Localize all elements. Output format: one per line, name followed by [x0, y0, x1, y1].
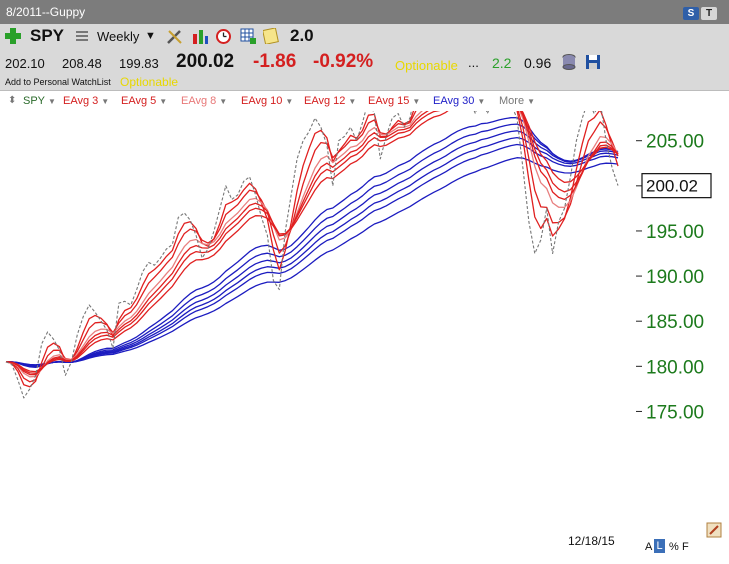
study-label: EAvg 8 [181, 95, 217, 107]
short-ema-line [5, 111, 619, 376]
chart-date: 12/18/15 [568, 534, 615, 548]
database-icon[interactable] [562, 54, 576, 70]
chevron-down-icon[interactable]: ▼ [159, 97, 168, 106]
last-price: 200.02 [176, 51, 235, 72]
chart-footer: 12/18/15 A L % F [0, 520, 729, 564]
study-label: EAvg 12 [304, 95, 346, 107]
long-ema-line [5, 130, 619, 367]
add-symbol-icon[interactable] [5, 28, 21, 44]
study-eavg-15[interactable]: EAvg 15 ▼ [368, 95, 420, 107]
study-eavg-3[interactable]: EAvg 3 ▼ [63, 95, 109, 107]
secondary-value: 0.96 [524, 55, 552, 71]
t-button[interactable]: T [701, 7, 717, 20]
chevron-down-icon[interactable]: ▼ [348, 97, 357, 106]
study-bar: ⬍ SPY ▼ EAvg 3 ▼ EAvg 5 ▼ EAvg 8 ▼ EAvg 10 ▼ … [0, 91, 729, 111]
study-label: EAvg 10 [241, 95, 283, 107]
study-label: More [499, 95, 525, 107]
study-eavg-10[interactable]: EAvg 10 ▼ [241, 95, 293, 107]
bar-chart-icon[interactable] [192, 28, 209, 44]
short-ema-line [5, 111, 619, 378]
note-icon[interactable] [263, 28, 280, 44]
window-title: 8/2011--Guppy [6, 5, 86, 19]
y-tick-label: 175.00 [646, 402, 704, 423]
long-ema-line [5, 136, 619, 367]
short-ema-line [5, 111, 619, 374]
symbol[interactable]: SPY [30, 26, 65, 45]
price-chart[interactable]: 210.00205.00200.00195.00190.00185.00180.… [0, 111, 729, 520]
period-select[interactable]: Weekly [97, 29, 140, 44]
y-tick-label: 205.00 [646, 132, 704, 153]
percent-button[interactable]: % [669, 541, 679, 553]
s-button[interactable]: S [683, 7, 699, 20]
plot-area [5, 111, 619, 399]
high-price: 208.48 [62, 56, 102, 71]
long-ema-line [5, 123, 619, 368]
l-button[interactable]: L [654, 539, 665, 553]
long-ema-line [5, 143, 619, 367]
last-price-label: 200.02 [646, 177, 698, 196]
long-ema-line [5, 157, 619, 366]
grid-add-icon[interactable] [240, 28, 257, 44]
short-ema-line [5, 111, 619, 373]
chevron-down-icon[interactable]: ▼ [477, 97, 486, 106]
study-label: EAvg 5 [121, 95, 157, 107]
chevron-down-icon[interactable]: ▼ [285, 97, 294, 106]
ratio-value: 2.2 [492, 55, 512, 71]
edit-pencil-icon[interactable] [706, 522, 722, 538]
ellipsis: ... [468, 55, 479, 70]
zoom-value[interactable]: 2.0 [290, 26, 314, 45]
study-label: SPY [23, 95, 46, 107]
chevron-down-icon[interactable]: ▼ [145, 30, 156, 42]
chevron-down-icon[interactable]: ▼ [101, 97, 110, 106]
study-label: EAvg 3 [63, 95, 99, 107]
short-ema-line [5, 111, 619, 388]
study-eavg-30[interactable]: EAvg 30 ▼ [433, 95, 485, 107]
quote-header: SPY Weekly ▼ 2.0 202.10 208.48 199.83 20… [0, 24, 729, 91]
price-change-percent: -0.92% [313, 51, 374, 72]
last-price-box: 200.02 [641, 173, 712, 199]
y-tick-label: 195.00 [646, 222, 704, 243]
study-eavg-8[interactable]: EAvg 8 ▼ [181, 95, 227, 107]
a-button[interactable]: A [645, 541, 653, 553]
save-icon[interactable] [585, 54, 601, 70]
list-icon[interactable] [76, 30, 88, 42]
optionable-label-2: Optionable [120, 75, 179, 89]
y-tick-label: 185.00 [646, 312, 704, 333]
chevron-down-icon[interactable]: ▼ [527, 97, 535, 106]
low-price: 199.83 [119, 56, 159, 71]
more-studies[interactable]: More ▼ [499, 95, 535, 107]
alarm-clock-icon[interactable] [215, 27, 232, 44]
drag-handle-icon[interactable]: ⬍ [8, 95, 17, 106]
y-axis: 210.00205.00200.00195.00190.00185.00180.… [636, 132, 704, 423]
price-change: -1.86 [253, 51, 297, 72]
study-eavg-12[interactable]: EAvg 12 ▼ [304, 95, 356, 107]
price-line [5, 111, 619, 399]
f-button[interactable]: F [682, 541, 689, 553]
open-price: 202.10 [5, 56, 45, 71]
y-tick-label: 180.00 [646, 357, 704, 378]
optionable-label: Optionable [395, 58, 458, 73]
y-tick-label: 190.00 [646, 267, 704, 288]
title-bar: 8/2011--Guppy S T [0, 0, 729, 24]
study-label: EAvg 15 [368, 95, 410, 107]
study-eavg-5[interactable]: EAvg 5 ▼ [121, 95, 167, 107]
study-spy[interactable]: SPY ▼ [23, 95, 56, 107]
long-ema-line [5, 117, 619, 369]
study-label: EAvg 30 [433, 95, 475, 107]
add-to-watchlist-link[interactable]: Add to Personal WatchList [5, 77, 111, 87]
chevron-down-icon[interactable]: ▼ [48, 97, 56, 106]
chevron-down-icon[interactable]: ▼ [412, 97, 421, 106]
tools-icon[interactable] [166, 28, 183, 45]
chevron-down-icon[interactable]: ▼ [219, 97, 228, 106]
short-ema-line [5, 111, 619, 383]
